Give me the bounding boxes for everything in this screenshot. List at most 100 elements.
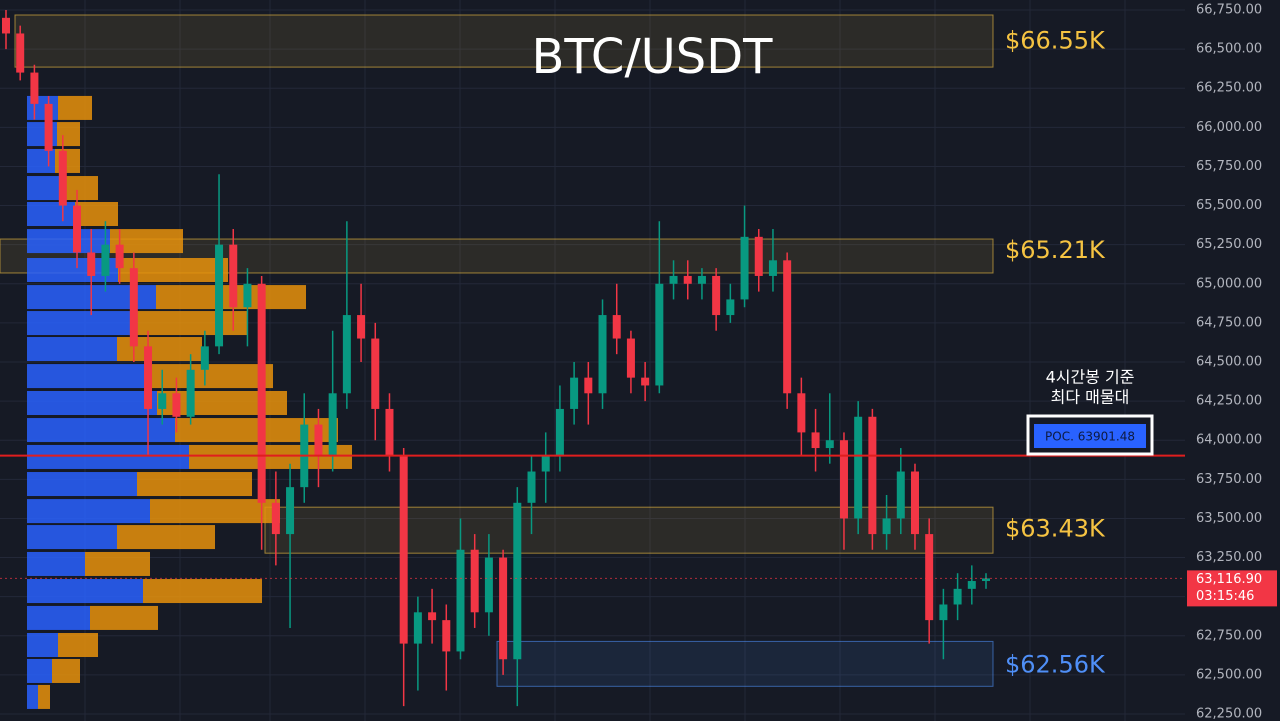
candle-body <box>697 275 706 284</box>
profile-buy <box>27 579 143 604</box>
profile-sell <box>85 551 150 576</box>
candle-body <box>811 432 820 449</box>
profile-sell <box>58 633 98 658</box>
candle-body <box>754 236 763 276</box>
candle-body <box>215 244 224 347</box>
zone <box>14 14 994 68</box>
candle-body <box>2 17 10 34</box>
candle-body <box>186 369 195 417</box>
profile-sell <box>137 311 248 336</box>
price-tag-label: 63,116.90 <box>1196 572 1262 587</box>
candle-body <box>882 518 891 535</box>
candle-body <box>115 244 124 269</box>
candle-body <box>87 252 96 276</box>
candle-body <box>598 315 607 394</box>
y-tick-label: 65,500.00 <box>1196 198 1262 213</box>
profile-sell <box>143 579 262 604</box>
profile-buy <box>27 444 189 469</box>
candle-body <box>129 268 138 347</box>
zone-label: $63.43K <box>1005 514 1106 542</box>
y-tick-label: 66,000.00 <box>1196 120 1262 135</box>
candle-body <box>768 260 777 276</box>
zone <box>496 640 994 687</box>
candle-body <box>428 612 437 621</box>
profile-sell <box>90 605 158 630</box>
profile-buy <box>27 551 85 576</box>
candle-body <box>314 424 323 456</box>
candle-body <box>499 557 508 660</box>
candle-body <box>172 393 181 417</box>
y-tick-label: 64,000.00 <box>1196 433 1262 448</box>
candle-body <box>286 487 295 535</box>
zone-label: $66.55K <box>1005 26 1106 54</box>
candle-body <box>513 502 522 660</box>
candle-body <box>896 471 905 519</box>
candle-body <box>868 416 877 535</box>
y-tick-label: 66,500.00 <box>1196 42 1262 57</box>
plot: 62,250.0062,500.0062,750.0063,000.0063,2… <box>0 3 1277 721</box>
profile-buy <box>27 202 75 227</box>
candle-body <box>271 502 280 535</box>
candle-body <box>839 440 848 519</box>
y-tick-label: 65,250.00 <box>1196 237 1262 252</box>
candle-body <box>783 260 792 394</box>
candle-body <box>925 534 934 621</box>
candle-body <box>655 283 664 386</box>
profile-sell <box>150 364 273 389</box>
profile-sell <box>52 658 80 683</box>
candle-body <box>413 612 422 644</box>
price-tag <box>1187 570 1277 607</box>
profile-buy <box>27 472 137 497</box>
profile-sell <box>150 499 280 524</box>
profile-sell <box>55 148 80 173</box>
candle-body <box>797 393 806 433</box>
candle-body <box>229 244 238 308</box>
y-tick-label: 63,750.00 <box>1196 472 1262 487</box>
candle-body <box>910 471 919 535</box>
candle-body <box>527 471 536 503</box>
candle-body <box>555 408 564 456</box>
y-tick-label: 66,750.00 <box>1196 3 1262 18</box>
candle-body <box>73 205 82 253</box>
candle-body <box>200 346 209 370</box>
y-tick-label: 65,750.00 <box>1196 159 1262 174</box>
candle-body <box>726 299 735 316</box>
candle-body <box>144 346 153 409</box>
candle-body <box>570 377 579 409</box>
countdown: 03:15:46 <box>1196 589 1254 604</box>
profile-sell <box>117 525 215 550</box>
profile-sell <box>137 472 252 497</box>
candle-body <box>158 393 167 409</box>
candle-body <box>257 283 266 503</box>
profile-sell <box>75 202 118 227</box>
profile-buy <box>27 229 110 254</box>
candle-body <box>399 455 408 644</box>
candle-body <box>669 275 678 284</box>
profile-sell <box>58 95 92 120</box>
candle-body <box>328 393 337 456</box>
candle-body <box>953 588 962 605</box>
profile-sell <box>57 122 80 147</box>
profile-sell <box>38 684 50 709</box>
y-tick-label: 62,750.00 <box>1196 628 1262 643</box>
profile-buy <box>27 633 58 658</box>
profile-buy <box>27 148 55 173</box>
candle-body <box>939 604 948 621</box>
candle-body <box>44 103 53 151</box>
candle-body <box>541 455 550 472</box>
profile-buy <box>27 176 60 201</box>
candle-body <box>612 315 621 339</box>
profile-buy <box>27 418 175 443</box>
poc-label: POC. 63901.48 <box>1045 430 1135 444</box>
candle-body <box>683 275 692 284</box>
poc-note: 4시간봉 기준 <box>1046 368 1135 387</box>
candle-body <box>101 244 110 276</box>
candle-body <box>371 338 380 409</box>
candle-body <box>385 408 394 456</box>
profile-buy <box>27 390 157 415</box>
candle-body <box>626 338 635 378</box>
y-tick-label: 64,250.00 <box>1196 394 1262 409</box>
profile-sell <box>175 418 338 443</box>
y-tick-label: 64,750.00 <box>1196 315 1262 330</box>
